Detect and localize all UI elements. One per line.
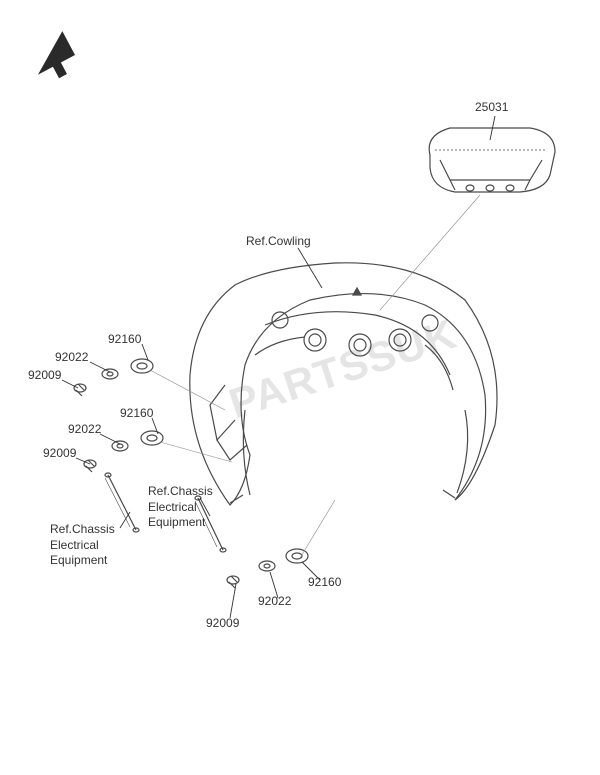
callout-92022-c: 92022	[258, 594, 291, 608]
ref-chassis-1-line3: Equipment	[50, 553, 107, 567]
callout-92009-a: 92009	[28, 368, 61, 382]
hardware-cluster-1	[74, 359, 153, 396]
ref-chassis-2-line2: Electrical	[148, 500, 197, 514]
callout-92022-a: 92022	[55, 350, 88, 364]
callout-92022-b: 92022	[68, 422, 101, 436]
callout-92009-c: 92009	[206, 616, 239, 630]
meter-assembly-part	[429, 128, 555, 192]
ref-chassis-1-line1: Ref.Chassis	[50, 522, 115, 536]
callout-92160-b: 92160	[120, 406, 153, 420]
ref-chassis-2-line1: Ref.Chassis	[148, 484, 213, 498]
ref-chassis-2-line3: Equipment	[148, 515, 205, 529]
callout-92160-c: 92160	[308, 575, 341, 589]
callout-92009-b: 92009	[43, 446, 76, 460]
ref-cowling-label: Ref.Cowling	[246, 234, 311, 250]
ref-chassis-label-2: Ref.Chassis Electrical Equipment	[148, 484, 213, 531]
hardware-cluster-3	[227, 549, 308, 588]
hardware-cluster-2	[84, 431, 163, 472]
ref-chassis-label-1: Ref.Chassis Electrical Equipment	[50, 522, 115, 569]
exploded-diagram	[0, 0, 600, 775]
ref-chassis-1-line2: Electrical	[50, 538, 99, 552]
cowling-part	[190, 263, 497, 505]
callout-25031: 25031	[475, 100, 508, 114]
callout-92160-a: 92160	[108, 332, 141, 346]
